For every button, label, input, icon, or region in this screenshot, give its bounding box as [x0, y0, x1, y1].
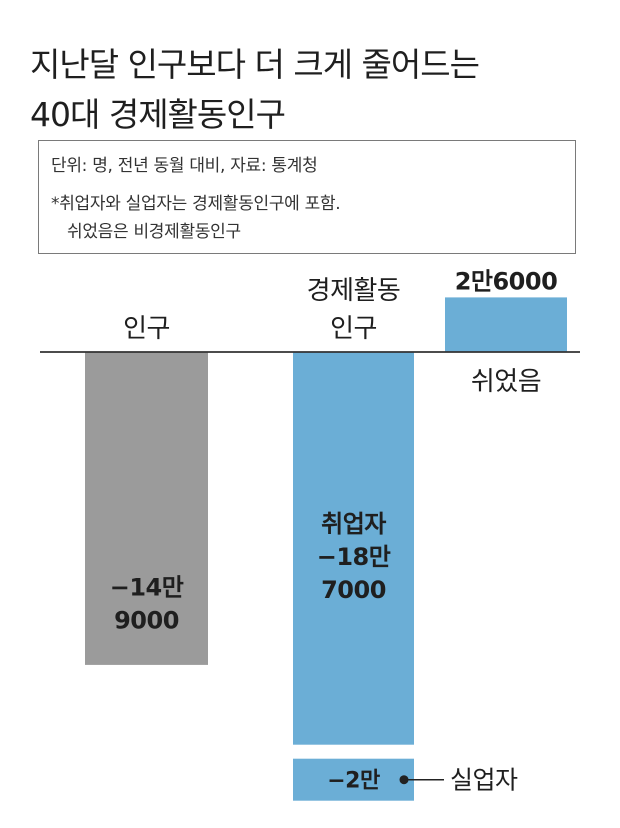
category-label: 인구 — [123, 314, 170, 344]
data-label: −14만 — [110, 573, 184, 601]
data-label: 7000 — [321, 576, 386, 604]
footnote-line-1: *취업자와 실업자는 경제활동인구에 포함. — [51, 194, 341, 214]
unit-source-note: 단위: 명, 전년 동월 대비, 자료: 통계청 — [51, 156, 318, 176]
bar-쉬었음-쉬었음 — [445, 297, 567, 352]
chart-title-line-1: 지난달 인구보다 더 크게 줄어드는 — [30, 45, 480, 84]
bar-인구-segment — [85, 352, 208, 665]
bar-경제활동인구-취업자 — [293, 352, 414, 745]
category-label: 경제활동 — [307, 276, 401, 306]
data-label: −18만 — [317, 543, 391, 571]
data-label: 9000 — [114, 606, 179, 634]
chart-title-line-2: 40대 경제활동인구 — [30, 95, 286, 134]
data-label: 2만6000 — [455, 267, 558, 295]
callout-label: 실업자 — [450, 766, 518, 795]
category-label: 인구 — [330, 314, 377, 344]
data-label: 취업자 — [321, 510, 386, 538]
footnote-line-2: 쉬었음은 비경제활동인구 — [67, 222, 241, 242]
bar-경제활동인구-실업자 — [293, 758, 414, 801]
notes-box: 단위: 명, 전년 동월 대비, 자료: 통계청 *취업자와 실업자는 경제활동… — [38, 140, 576, 254]
data-label: −2만 — [327, 769, 380, 794]
category-label: 쉬었음 — [471, 367, 541, 397]
